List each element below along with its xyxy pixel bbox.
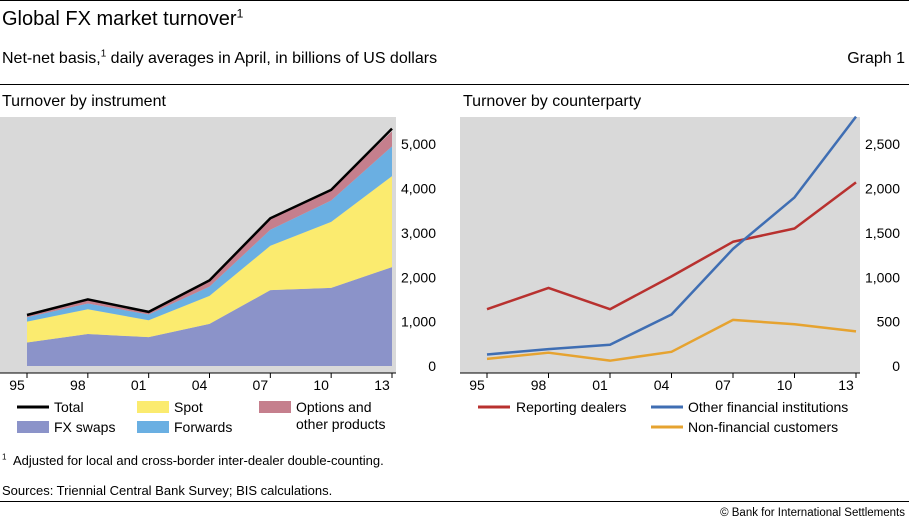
page-subtitle: Net-net basis,1 daily averages in April,… (2, 48, 438, 67)
right-panel-title: Turnover by counterparty (463, 93, 642, 110)
footer-rule (0, 501, 909, 502)
legend-options-label: Options and (296, 399, 372, 415)
page-title: Global FX market turnover1 (2, 6, 244, 30)
header-rule (0, 84, 909, 85)
instrument-y-tick-label: 0 (428, 358, 436, 374)
total-line (26, 127, 393, 317)
legend-forwards-swatch (137, 421, 169, 433)
counterparty-x-tick-label: 10 (777, 377, 793, 393)
sources-note: Sources: Triennial Central Bank Survey; … (2, 483, 333, 498)
counterparty-x-tick-label: 01 (592, 377, 608, 393)
legend-reporting-dealers-label: Reporting dealers (516, 399, 627, 415)
left-panel-title: Turnover by instrument (2, 93, 166, 110)
instrument-y-tick-label: 4,000 (401, 181, 436, 197)
counterparty-x-tick-label: 95 (469, 377, 485, 393)
graph-label: Graph 1 (847, 50, 905, 67)
legend-other-financial-label: Other financial institutions (688, 399, 848, 415)
top-rule (0, 0, 909, 1)
spot-area (27, 176, 392, 343)
counterparty-x-tick-label: 98 (531, 377, 547, 393)
counterparty-x-tick-label: 07 (715, 377, 731, 393)
other-financial-line (486, 115, 857, 356)
counterparty-y-tick-label: 0 (892, 358, 900, 374)
instrument-x-tick-label: 01 (131, 377, 147, 393)
instrument-y-tick-label: 5,000 (401, 136, 436, 152)
counterparty-y-tick-label: 500 (877, 314, 901, 330)
instrument-x-tick-label: 95 (9, 377, 25, 393)
counterparty-x-tick-label: 13 (838, 377, 854, 393)
counterparty-y-tick-label: 1,000 (865, 269, 900, 285)
legend-options-swatch (259, 401, 291, 413)
instrument-y-tick-label: 3,000 (401, 225, 436, 241)
instrument-x-tick-label: 04 (192, 377, 208, 393)
footnote-marker: 1 (2, 452, 7, 462)
counterparty-y-tick-label: 2,500 (865, 136, 900, 152)
counterparty-x-tick-label: 04 (654, 377, 670, 393)
instrument-x-tick-label: 13 (374, 377, 390, 393)
counterparty-y-tick-label: 1,500 (865, 225, 900, 241)
legend-options-label-line2: other products (296, 416, 386, 432)
copyright: © Bank for International Settlements (720, 507, 905, 519)
instrument-x-tick-label: 07 (253, 377, 269, 393)
counterparty-y-tick-label: 2,000 (865, 181, 900, 197)
counterparty-plot-area (460, 117, 860, 373)
instrument-x-tick-label: 98 (70, 377, 86, 393)
non-financial-line (486, 318, 857, 362)
legend-fx-swaps-label: FX swaps (54, 419, 115, 435)
instrument-y-tick-label: 2,000 (401, 269, 436, 285)
footnote: 1 Adjusted for local and cross-border in… (2, 452, 384, 468)
title-footnote-marker: 1 (236, 6, 244, 21)
legend-non-financial-label: Non-financial customers (688, 419, 838, 435)
legend-spot-swatch (137, 401, 169, 413)
reporting-dealers-line (486, 181, 857, 311)
legend-forwards-label: Forwards (174, 419, 232, 435)
legend-fx-swaps-swatch (17, 421, 49, 433)
fx-swaps-area (27, 267, 392, 366)
instrument-y-tick-label: 1,000 (401, 314, 436, 330)
legend-total-label: Total (54, 399, 84, 415)
subtitle-footnote-marker: 1 (100, 48, 107, 60)
instrument-x-tick-label: 10 (313, 377, 329, 393)
legend-spot-label: Spot (174, 399, 203, 415)
